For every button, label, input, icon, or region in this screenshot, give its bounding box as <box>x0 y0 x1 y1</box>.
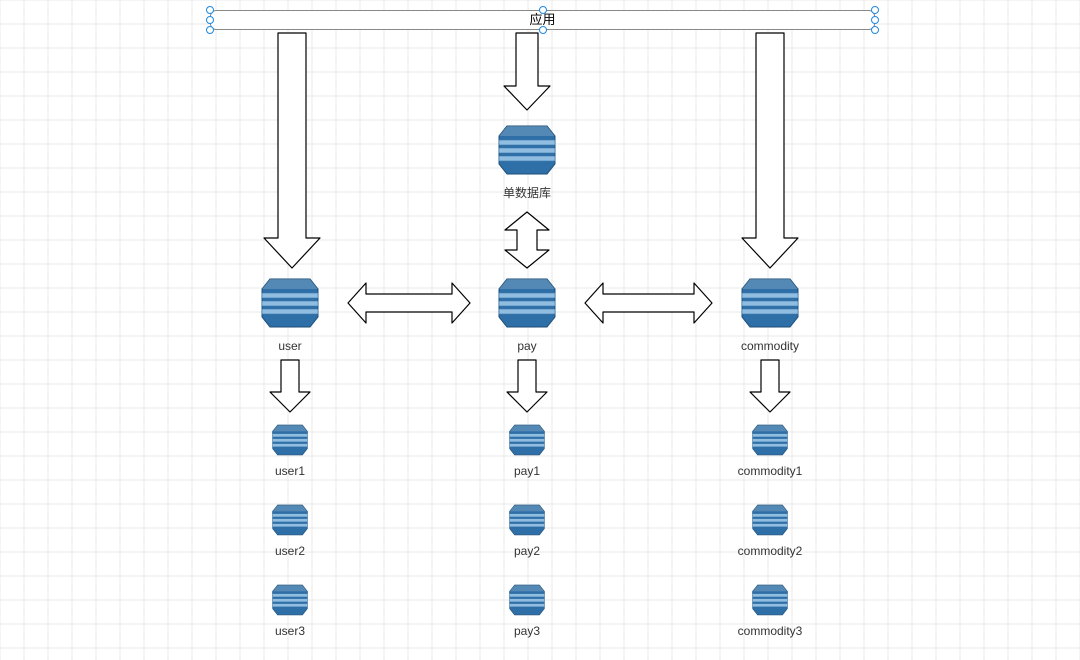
diagram-canvas: 应用 单数据库userpaycommodityuser1user2user3pa… <box>0 0 1080 660</box>
db-label-commodity3: commodity3 <box>738 624 803 638</box>
db-icon-pay3[interactable] <box>510 585 545 615</box>
resize-handle[interactable] <box>539 6 547 14</box>
db-icon-user1[interactable] <box>273 425 308 455</box>
db-icon-user3[interactable] <box>273 585 308 615</box>
db-icon-commodity2[interactable] <box>753 505 788 535</box>
resize-handle[interactable] <box>206 6 214 14</box>
db-layer <box>0 0 1080 660</box>
db-icon-pay2[interactable] <box>510 505 545 535</box>
db-icon-user2[interactable] <box>273 505 308 535</box>
db-label-user3: user3 <box>275 624 305 638</box>
resize-handle[interactable] <box>871 16 879 24</box>
db-label-pay1: pay1 <box>514 464 540 478</box>
db-label-user2: user2 <box>275 544 305 558</box>
db-label-commodity1: commodity1 <box>738 464 803 478</box>
db-label-user1: user1 <box>275 464 305 478</box>
db-icon-user[interactable] <box>262 279 318 327</box>
db-icon-single[interactable] <box>499 126 555 174</box>
resize-handle[interactable] <box>871 26 879 34</box>
resize-handle[interactable] <box>539 26 547 34</box>
db-label-single: 单数据库 <box>503 184 551 201</box>
db-icon-commodity1[interactable] <box>753 425 788 455</box>
db-label-pay2: pay2 <box>514 544 540 558</box>
resize-handle[interactable] <box>871 6 879 14</box>
db-label-pay3: pay3 <box>514 624 540 638</box>
resize-handle[interactable] <box>206 16 214 24</box>
db-icon-commodity[interactable] <box>742 279 798 327</box>
db-icon-commodity3[interactable] <box>753 585 788 615</box>
db-icon-pay1[interactable] <box>510 425 545 455</box>
db-label-user: user <box>278 339 301 353</box>
db-icon-pay[interactable] <box>499 279 555 327</box>
resize-handle[interactable] <box>206 26 214 34</box>
db-label-commodity2: commodity2 <box>738 544 803 558</box>
db-label-commodity: commodity <box>741 339 799 353</box>
db-label-pay: pay <box>517 339 536 353</box>
